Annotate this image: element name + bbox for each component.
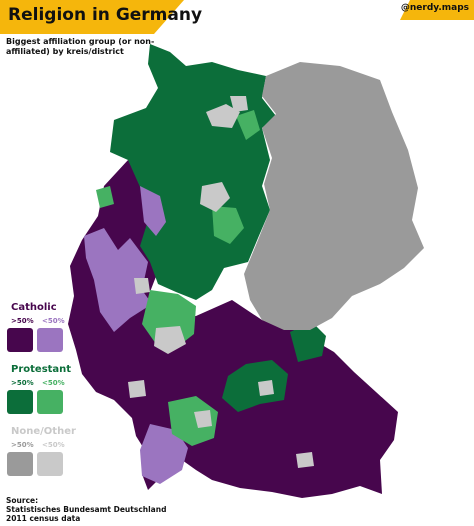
legend-none-majority-swatch [7, 452, 33, 476]
region-none-plurality-bremen [230, 96, 248, 112]
title-banner: Religion in Germany [0, 0, 202, 34]
legend-none-plurality-swatch [37, 452, 63, 476]
region-protestant-majority-east-island [290, 322, 326, 362]
region-none-plurality-hamburg [206, 104, 240, 128]
legend-catholic-plurality-swatch [37, 328, 63, 352]
title-banner-shape [0, 0, 184, 34]
map-subtitle: Biggest affiliation group (or non-affili… [6, 37, 155, 56]
credit-badge-shape [400, 0, 474, 20]
region-protestant-majority-franconia [222, 360, 288, 412]
region-none-plurality-stuttgart [194, 410, 212, 428]
region-catholic-plurality-west [84, 228, 152, 332]
legend-protestant-title: Protestant [11, 364, 72, 375]
region-none-plurality-munich [296, 452, 314, 468]
region-none-plurality-frankfurt [154, 326, 186, 354]
legend-protestant-majority-swatch [7, 390, 33, 414]
source-label: Source: [6, 496, 39, 505]
region-protestant-plurality-lowersaxony [212, 206, 244, 244]
region-none-plurality-hannover [200, 182, 230, 212]
legend-catholic-majority-swatch [7, 328, 33, 352]
source-line-1: Statistisches Bundesamt Deutschland [6, 505, 167, 514]
region-catholic-plurality-rhineland [140, 186, 166, 236]
map-title: Religion in Germany [8, 5, 203, 25]
region-protestant-plurality-wuerttemberg [168, 396, 218, 446]
credit-badge: @nerdy.maps [400, 0, 474, 20]
legend-protestant-plurality-label: <50% [42, 379, 65, 387]
region-none-plurality-nuremberg [258, 380, 274, 396]
source-line-2: 2011 census data [6, 514, 81, 523]
legend-none-majority-label: >50% [11, 441, 34, 449]
region-none-plurality-westphalia [134, 278, 150, 294]
region-none-majority-east [244, 62, 424, 330]
legend-protestant-majority-label: >50% [11, 379, 34, 387]
legend-none-title: None/Other [11, 426, 76, 437]
credit-handle: @nerdy.maps [400, 3, 469, 13]
region-catholic-plurality-southwest [140, 424, 188, 484]
legend-catholic-title: Catholic [11, 302, 57, 313]
source-note: Source: Statistisches Bundesamt Deutschl… [6, 496, 166, 523]
legend-protestant-plurality-swatch [37, 390, 63, 414]
region-protestant-plurality-north [236, 110, 260, 140]
legend-none-plurality-label: <50% [42, 441, 65, 449]
region-protestant-plurality-ostfriesland [96, 186, 114, 208]
legend-catholic-majority-label: >50% [11, 317, 34, 325]
legend-catholic-plurality-label: <50% [42, 317, 65, 325]
region-none-plurality-saarland [128, 380, 146, 398]
